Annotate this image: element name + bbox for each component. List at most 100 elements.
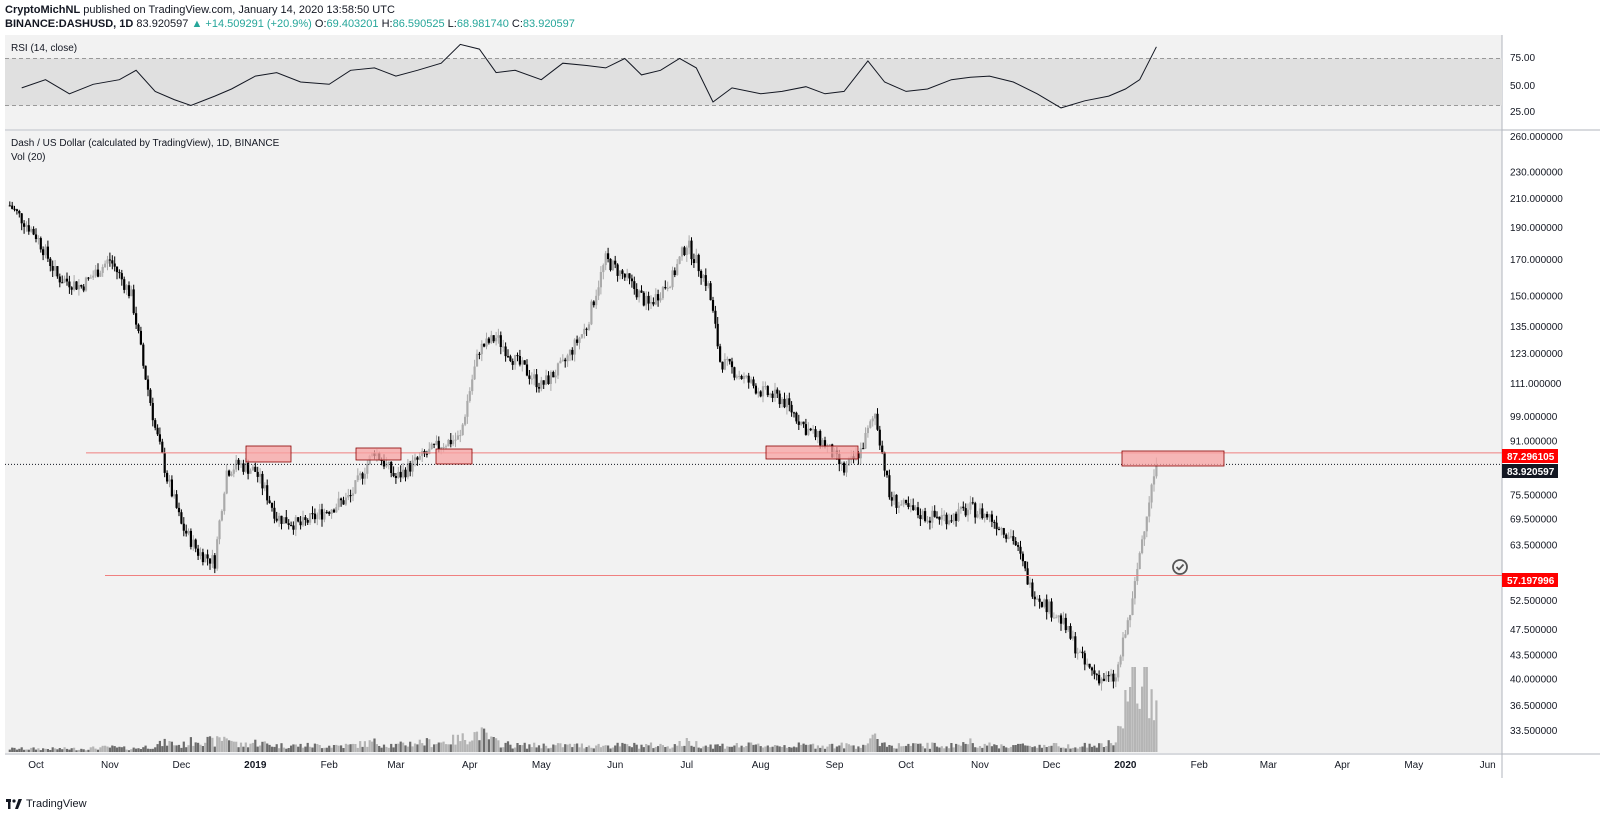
price-tick-13: 63.500000 bbox=[1510, 541, 1558, 552]
volume-bar bbox=[285, 748, 288, 752]
volume-bar bbox=[1012, 745, 1015, 752]
candle-body bbox=[623, 273, 626, 278]
volume-bar bbox=[416, 744, 419, 752]
volume-bar bbox=[578, 747, 581, 752]
candle-body bbox=[111, 260, 114, 264]
volume-bar bbox=[108, 747, 111, 752]
volume-bar bbox=[785, 747, 788, 752]
candle-body bbox=[354, 480, 357, 494]
candle-body bbox=[742, 376, 746, 379]
volume-bar bbox=[504, 742, 507, 752]
time-tick-2: Dec bbox=[172, 760, 190, 771]
candle-body bbox=[909, 505, 912, 507]
volume-bar bbox=[1100, 743, 1103, 752]
time-tick-0: Oct bbox=[28, 760, 44, 771]
candle-body bbox=[347, 495, 350, 498]
candle-body bbox=[304, 517, 307, 520]
candle-body bbox=[249, 470, 252, 474]
volume-bar bbox=[297, 746, 300, 752]
rsi-tick-25: 25.00 bbox=[1510, 107, 1535, 118]
volume-bar bbox=[845, 743, 848, 752]
volume-bar bbox=[976, 747, 979, 752]
tradingview-logo-icon[interactable] bbox=[6, 798, 22, 810]
volume-bar bbox=[554, 745, 557, 752]
candle-body bbox=[311, 513, 314, 515]
volume-bar bbox=[49, 750, 52, 752]
close-value: 83.920597 bbox=[522, 18, 575, 30]
candle-body bbox=[471, 379, 474, 392]
author-name[interactable]: CryptoMichNL bbox=[5, 4, 81, 16]
candle-body bbox=[773, 389, 777, 398]
volume-bar bbox=[895, 748, 898, 752]
volume-bar bbox=[769, 747, 772, 752]
candle-body bbox=[275, 518, 278, 521]
candle-body bbox=[814, 429, 817, 438]
price-tick-19: 33.500000 bbox=[1510, 726, 1558, 737]
volume-bar bbox=[545, 745, 548, 752]
candle-body bbox=[626, 273, 629, 278]
candle-body bbox=[1040, 601, 1043, 607]
volume-bar bbox=[700, 748, 703, 752]
volume-bar bbox=[208, 736, 212, 752]
candle-body bbox=[778, 393, 781, 405]
volume-bar bbox=[821, 745, 824, 752]
candle-body bbox=[337, 498, 340, 508]
candle-body bbox=[294, 517, 297, 530]
candle-body bbox=[781, 398, 784, 404]
volume-bar bbox=[1026, 745, 1029, 752]
candle-body bbox=[540, 380, 543, 389]
candle-body bbox=[237, 459, 240, 465]
candle-body bbox=[1019, 546, 1022, 554]
candle-body bbox=[280, 515, 283, 524]
volume-bar bbox=[394, 743, 397, 752]
candle-body bbox=[943, 514, 946, 516]
volume-bar bbox=[871, 734, 874, 752]
resistance-zone-4 bbox=[1121, 450, 1225, 467]
volume-bar bbox=[633, 742, 636, 752]
volume-bar bbox=[499, 747, 502, 752]
price-tick-2: 210.000000 bbox=[1510, 194, 1563, 205]
candle-body bbox=[545, 375, 548, 385]
volume-bar bbox=[764, 746, 767, 752]
candle-body bbox=[564, 359, 567, 362]
candle-body bbox=[578, 337, 581, 343]
volume-bar bbox=[523, 742, 526, 752]
volume-bar bbox=[740, 745, 743, 752]
volume-bar bbox=[816, 745, 819, 752]
candle-body bbox=[671, 270, 674, 288]
volume-bar bbox=[447, 744, 450, 752]
candle-body bbox=[745, 375, 748, 377]
volume-bar bbox=[1136, 703, 1139, 752]
volume-bar bbox=[947, 748, 951, 752]
candle-body bbox=[244, 463, 247, 472]
resistance-zone-1 bbox=[355, 447, 402, 461]
volume-bar bbox=[347, 744, 350, 752]
volume-bar bbox=[733, 745, 736, 752]
volume-bar bbox=[897, 743, 900, 752]
candle-body bbox=[247, 463, 250, 474]
price-tick-12: 69.500000 bbox=[1510, 514, 1558, 525]
candle-body bbox=[747, 375, 750, 383]
volume-bar bbox=[823, 748, 827, 752]
candle-body bbox=[504, 346, 507, 357]
volume-bar bbox=[204, 742, 207, 752]
candle-body bbox=[871, 418, 874, 422]
main-pane-bg bbox=[5, 131, 1502, 753]
candle-body bbox=[144, 365, 147, 380]
footer-brand[interactable]: TradingView bbox=[26, 798, 87, 810]
volume-bar bbox=[270, 746, 274, 752]
open-label: O: bbox=[314, 18, 327, 30]
candle-body bbox=[1138, 553, 1141, 569]
volume-bar bbox=[1110, 743, 1113, 752]
volume-bar bbox=[132, 747, 135, 752]
candle-body bbox=[1145, 516, 1148, 532]
volume-bar bbox=[669, 748, 672, 752]
volume-bar bbox=[287, 748, 290, 752]
candle-body bbox=[1114, 677, 1117, 682]
volume-bar bbox=[170, 741, 173, 752]
candle-body bbox=[349, 495, 352, 497]
volume-bar bbox=[521, 745, 524, 752]
volume-bar bbox=[1028, 745, 1032, 752]
high-value: 86.590525 bbox=[392, 18, 445, 30]
